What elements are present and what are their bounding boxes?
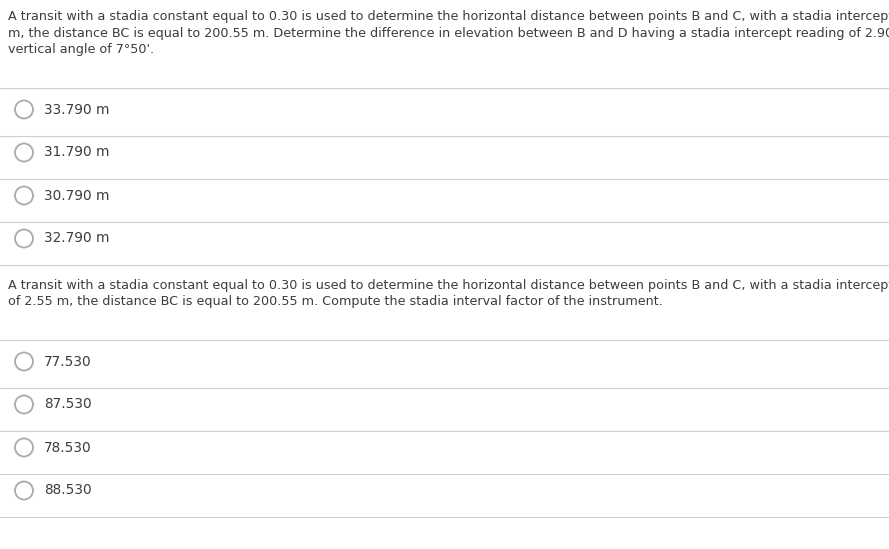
Text: A transit with a stadia constant equal to 0.30 is used to determine the horizont: A transit with a stadia constant equal t…	[8, 278, 889, 292]
Text: 87.530: 87.530	[44, 397, 92, 412]
Text: 32.790 m: 32.790 m	[44, 232, 109, 245]
Text: 31.790 m: 31.790 m	[44, 145, 109, 160]
Text: vertical angle of 7°50'.: vertical angle of 7°50'.	[8, 43, 154, 56]
Text: of 2.55 m, the distance BC is equal to 200.55 m. Compute the stadia interval fac: of 2.55 m, the distance BC is equal to 2…	[8, 295, 663, 308]
Text: 88.530: 88.530	[44, 484, 92, 497]
Text: 30.790 m: 30.790 m	[44, 188, 109, 203]
Text: 78.530: 78.530	[44, 440, 92, 455]
Text: 33.790 m: 33.790 m	[44, 103, 109, 116]
Text: A transit with a stadia constant equal to 0.30 is used to determine the horizont: A transit with a stadia constant equal t…	[8, 10, 889, 23]
Text: m, the distance BC is equal to 200.55 m. Determine the difference in elevation b: m, the distance BC is equal to 200.55 m.…	[8, 26, 889, 40]
Text: 77.530: 77.530	[44, 355, 92, 368]
